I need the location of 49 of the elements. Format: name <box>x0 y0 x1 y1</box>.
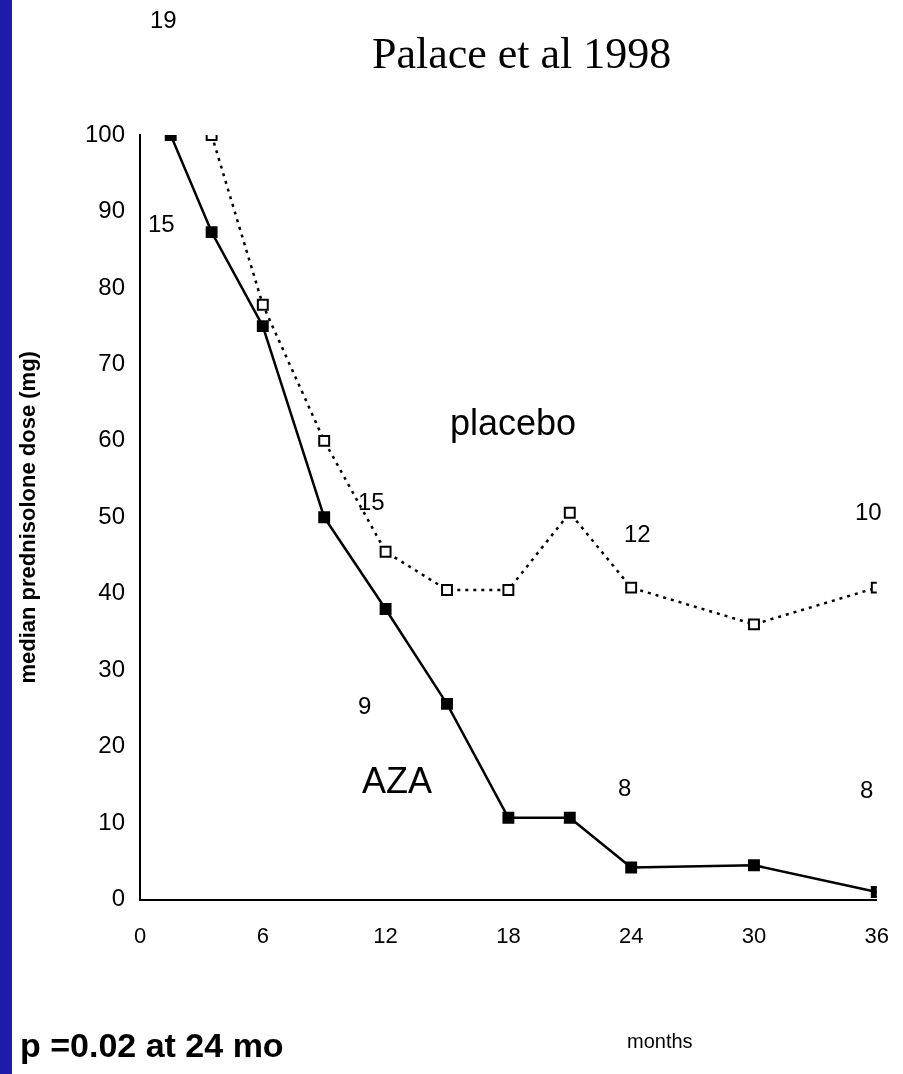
point <box>256 298 269 311</box>
point <box>379 545 392 558</box>
point <box>318 434 331 447</box>
y-tick-label: 20 <box>98 731 125 759</box>
x-tick-label: 6 <box>256 922 269 948</box>
y-tick-label: 10 <box>98 807 125 835</box>
point <box>563 506 576 519</box>
point <box>318 511 331 524</box>
point <box>563 811 576 824</box>
point <box>502 583 515 596</box>
text: 19 <box>150 6 177 34</box>
annotation: 12 <box>624 520 651 548</box>
x-tick-label: 30 <box>741 922 767 948</box>
x-tick-label: 0 <box>133 922 147 948</box>
y-tick-label: 90 <box>98 196 125 224</box>
chart-title: Palace et al 1998 <box>372 28 672 79</box>
point <box>256 320 269 333</box>
annotation: 9 <box>358 692 372 720</box>
y-tick-label: 30 <box>98 654 125 682</box>
y-tick-label: 80 <box>98 272 125 300</box>
x-axis-title: months <box>627 1030 693 1053</box>
annotation: 15 <box>148 210 175 238</box>
point <box>625 581 638 594</box>
x-tick-label: 12 <box>373 922 398 948</box>
point <box>441 583 453 596</box>
y-tick-label: 40 <box>98 578 125 606</box>
y-axis-title: median prednisolone dose (mg) <box>15 351 41 684</box>
y-tick-label: 50 <box>98 501 125 529</box>
annotation: 8 <box>618 774 632 802</box>
y-tick-label: 0 <box>111 884 125 912</box>
y-tick-label: 70 <box>98 349 125 377</box>
annotation: 8 <box>860 776 874 804</box>
point <box>205 226 218 239</box>
point <box>625 861 638 874</box>
point <box>379 603 392 615</box>
series-label: placebo <box>450 402 577 444</box>
y-tick-label: 60 <box>98 425 125 453</box>
annotation: 10 <box>855 498 882 526</box>
annotation: 15 <box>358 488 385 516</box>
x-tick-label: 18 <box>496 922 521 948</box>
series-label: AZA <box>362 760 433 802</box>
point <box>748 618 760 631</box>
y-tick-label: 100 <box>84 119 125 147</box>
x-tick-label: 24 <box>618 922 644 948</box>
text: p =0.02 at 24 mo <box>20 1026 284 1065</box>
point <box>748 859 760 872</box>
x-tick-label: 36 <box>864 922 890 948</box>
point <box>441 697 453 710</box>
point <box>502 811 515 824</box>
